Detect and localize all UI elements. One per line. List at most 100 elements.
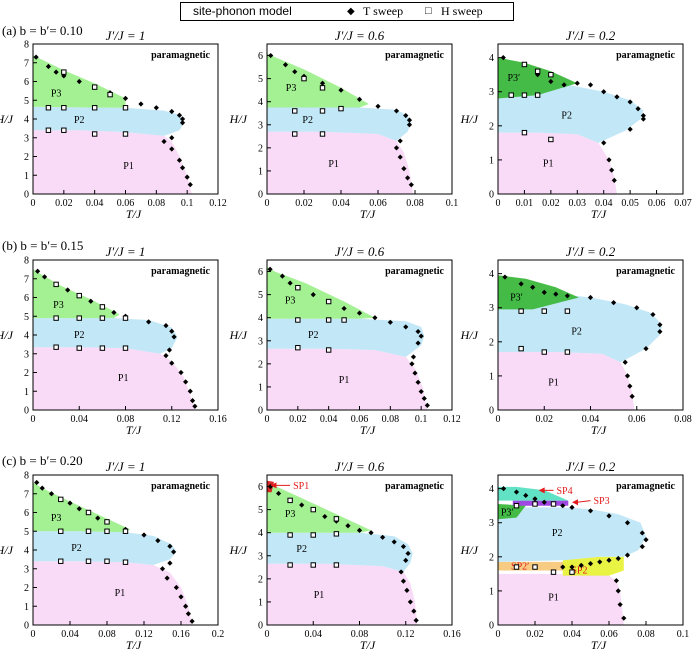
t-sweep-point bbox=[403, 112, 409, 119]
t-sweep-point bbox=[187, 182, 193, 188]
h-sweep-point bbox=[541, 308, 547, 314]
h-sweep-point bbox=[548, 71, 554, 78]
t-sweep-point bbox=[627, 99, 633, 105]
region-label-p3: P3 bbox=[286, 83, 297, 94]
h-sweep-point bbox=[45, 127, 52, 133]
t-sweep-point bbox=[502, 274, 508, 280]
t-sweep-point bbox=[184, 174, 190, 180]
region-label-p3prime: P3′ bbox=[501, 508, 514, 519]
y-tick-label: 5 bbox=[24, 96, 29, 107]
legend-t-sweep-label: T sweep bbox=[363, 4, 404, 18]
t-sweep-point bbox=[560, 564, 566, 570]
h-sweep-point bbox=[122, 315, 129, 321]
t-sweep-point bbox=[601, 140, 607, 146]
t-sweep-point bbox=[65, 287, 71, 293]
h-sweep-point bbox=[541, 349, 547, 355]
t-sweep-point bbox=[279, 273, 286, 279]
x-tick-label: 0.12 bbox=[163, 414, 181, 425]
region-label-p2: P2 bbox=[308, 330, 319, 341]
t-sweep-point bbox=[167, 560, 173, 566]
t-sweep-point bbox=[372, 315, 378, 321]
t-sweep-point bbox=[397, 154, 403, 160]
h-sweep-point bbox=[91, 105, 98, 111]
t-sweep-point bbox=[606, 157, 612, 163]
t-sweep-point bbox=[189, 398, 196, 404]
h-sweep-point bbox=[521, 61, 528, 68]
h-sweep-point bbox=[550, 501, 557, 507]
regions-b1 bbox=[33, 269, 195, 410]
h-sweep-point bbox=[99, 304, 106, 310]
regions-a2 bbox=[267, 53, 414, 194]
t-sweep-point bbox=[657, 328, 663, 335]
region-label-p2: P2 bbox=[571, 327, 582, 338]
t-sweep-point bbox=[614, 94, 620, 100]
t-sweep-point bbox=[176, 157, 183, 163]
t-sweep-point bbox=[76, 506, 82, 512]
chart-title: J′/J = 0.2 bbox=[566, 244, 616, 259]
t-sweep-point bbox=[171, 549, 177, 555]
t-sweep-point bbox=[176, 112, 183, 118]
h-sweep-point bbox=[333, 562, 340, 568]
h-sweep-point bbox=[310, 506, 316, 513]
h-sweep-point bbox=[550, 569, 557, 575]
region-label-p1: P1 bbox=[543, 158, 554, 169]
y-tick-label: 1 bbox=[489, 371, 494, 382]
h-sweep-point bbox=[325, 317, 332, 323]
y-tick-label: 0 bbox=[24, 406, 29, 417]
t-sweep-point bbox=[183, 603, 189, 609]
region-p3 bbox=[267, 53, 369, 108]
h-sweep-point bbox=[333, 531, 340, 537]
x-tick-label: 0.02 bbox=[289, 414, 307, 425]
h-sweep-point bbox=[122, 345, 129, 351]
y-axis-label: H/J bbox=[460, 543, 479, 557]
t-sweep-point bbox=[418, 333, 424, 339]
x-tick-label: 0.01 bbox=[516, 198, 534, 209]
h-sweep-point bbox=[45, 105, 52, 111]
t-sweep-point bbox=[513, 489, 520, 495]
region-sp4 bbox=[498, 486, 569, 501]
t-sweep-point bbox=[611, 177, 617, 183]
h-sweep-point bbox=[532, 564, 538, 570]
t-sweep-point bbox=[169, 328, 175, 334]
t-sweep-point bbox=[613, 578, 619, 584]
plot-frame bbox=[497, 474, 684, 626]
h-sweep-point bbox=[76, 315, 82, 321]
y-tick-label: 4 bbox=[258, 528, 263, 539]
x-tick-label: 0.04 bbox=[320, 414, 338, 425]
x-tick-label: 0.1 bbox=[181, 198, 194, 209]
x-tick-label: 0.08 bbox=[351, 629, 369, 640]
t-sweep-point bbox=[400, 578, 407, 584]
region-p3 bbox=[33, 269, 120, 319]
h-sweep-point bbox=[319, 108, 326, 114]
t-sweep-point bbox=[393, 108, 400, 114]
chart-title: J′/J = 1 bbox=[106, 244, 146, 259]
t-sweep-point bbox=[183, 379, 189, 385]
x-tick-label: 0.06 bbox=[351, 414, 369, 425]
t-sweep-point bbox=[606, 557, 612, 563]
t-sweep-point bbox=[530, 284, 536, 290]
region-label-p2: P2 bbox=[71, 543, 82, 554]
y-axis-label: H/J bbox=[0, 112, 14, 126]
t-sweep-point bbox=[541, 499, 547, 505]
x-tick-label: 0.06 bbox=[628, 414, 646, 425]
t-sweep-point bbox=[408, 182, 414, 188]
t-sweep-point bbox=[587, 82, 594, 88]
t-sweep-point bbox=[185, 611, 191, 617]
y-tick-label: 2 bbox=[489, 337, 494, 348]
region-p1 bbox=[498, 352, 635, 410]
t-sweep-point bbox=[639, 543, 645, 550]
regions-a3 bbox=[498, 57, 644, 194]
t-sweep-point bbox=[640, 112, 646, 119]
h-sweep-point bbox=[513, 502, 520, 509]
region-p2 bbox=[267, 318, 425, 357]
annotation-paramagnetic: paramagnetic bbox=[151, 266, 210, 277]
y-tick-label: 1 bbox=[24, 171, 29, 182]
y-tick-label: 7 bbox=[24, 58, 29, 69]
y-axis-label: H/J bbox=[0, 328, 14, 342]
annotation-paramagnetic: paramagnetic bbox=[151, 481, 210, 492]
h-sweep-point bbox=[53, 315, 59, 321]
x-tick-label: 0.16 bbox=[172, 629, 190, 640]
t-sweep-point bbox=[629, 393, 635, 399]
t-sweep-point bbox=[532, 496, 538, 502]
